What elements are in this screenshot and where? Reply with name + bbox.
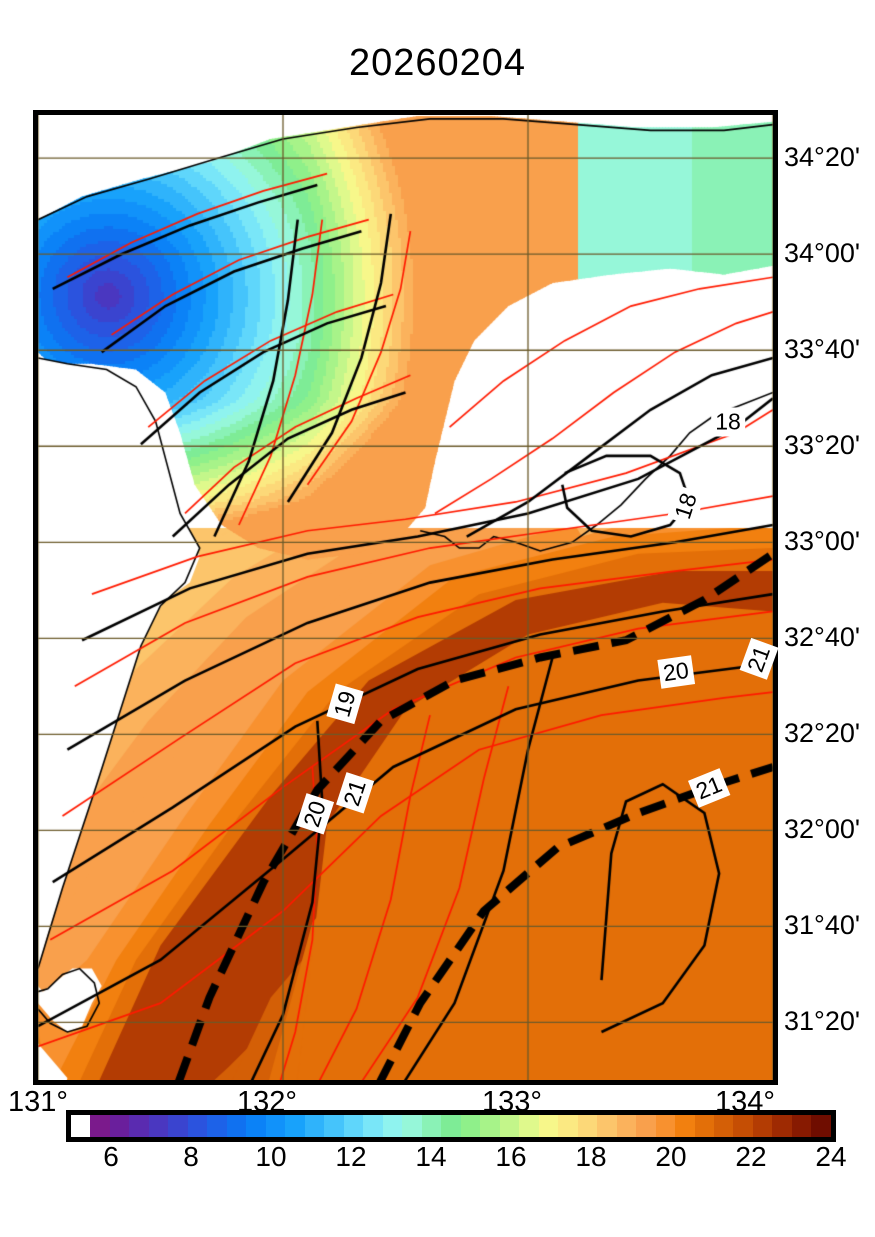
- colorbar-cell: [207, 1115, 227, 1137]
- sst-map-canvas[interactable]: [38, 115, 773, 1080]
- contour-value-label: 18: [711, 407, 745, 437]
- colorbar-tick-label: 16: [495, 1141, 527, 1172]
- colorbar-cell: [733, 1115, 753, 1137]
- colorbar-cell: [285, 1115, 305, 1137]
- colorbar-cell: [187, 1115, 208, 1137]
- colorbar-cell: [772, 1115, 792, 1137]
- colorbar-cell: [71, 1115, 91, 1137]
- colorbar-tick-label: 6: [103, 1141, 119, 1172]
- latitude-label: 32°00': [784, 814, 861, 845]
- longitude-label: 131°: [8, 1086, 68, 1118]
- colorbar-cell: [421, 1115, 442, 1137]
- colorbar-cell: [519, 1115, 539, 1137]
- colorbar-cell: [382, 1115, 403, 1137]
- colorbar-cell: [558, 1115, 578, 1137]
- colorbar-cell: [148, 1115, 169, 1137]
- latitude-label: 31°20': [784, 1006, 861, 1037]
- colorbar-cell: [480, 1115, 500, 1137]
- colorbar-cell: [109, 1115, 130, 1137]
- colorbar-cell: [129, 1115, 149, 1137]
- colorbar-cell: [460, 1115, 481, 1137]
- colorbar-tick-labels: 6 8 10 12 14 16 18 20 22 24: [66, 1141, 846, 1177]
- latitude-label: 33°40': [784, 334, 861, 365]
- colorbar-cell: [226, 1115, 247, 1137]
- colorbar-cell: [265, 1115, 286, 1137]
- colorbar-cell: [538, 1115, 559, 1137]
- colorbar-cell: [597, 1115, 617, 1137]
- colorbar-cell: [616, 1115, 637, 1137]
- colorbar-cell: [363, 1115, 383, 1137]
- colorbar-cell: [694, 1115, 714, 1137]
- sst-map-frame: [33, 110, 778, 1085]
- colorbar-cell: [675, 1115, 695, 1137]
- colorbar-tick-label: 8: [183, 1141, 199, 1172]
- colorbar-cell: [655, 1115, 676, 1137]
- colorbar-cell: [636, 1115, 656, 1137]
- latitude-label: 33°00': [784, 526, 861, 557]
- colorbar-cell: [343, 1115, 364, 1137]
- latitude-label: 31°40': [784, 910, 861, 941]
- colorbar-cell: [246, 1115, 266, 1137]
- colorbar-cell: [441, 1115, 461, 1137]
- colorbar-gradient-strip: [71, 1115, 831, 1137]
- latitude-label: 33°20': [784, 430, 861, 461]
- colorbar-cell: [324, 1115, 344, 1137]
- colorbar-cell: [168, 1115, 188, 1137]
- latitude-label: 34°20': [784, 142, 861, 173]
- page-title: 20260204: [348, 42, 527, 84]
- colorbar-cell: [577, 1115, 598, 1137]
- colorbar-tick-label: 14: [415, 1141, 447, 1172]
- colorbar-tick-label: 12: [335, 1141, 367, 1172]
- latitude-label: 34°00': [784, 238, 861, 269]
- colorbar-cell: [752, 1115, 773, 1137]
- colorbar-tick-label: 22: [735, 1141, 767, 1172]
- colorbar-cell: [402, 1115, 422, 1137]
- colorbar-tick-label: 18: [575, 1141, 607, 1172]
- colorbar-cell: [791, 1115, 812, 1137]
- temperature-colorbar[interactable]: [66, 1110, 836, 1142]
- colorbar-tick-label: 10: [255, 1141, 287, 1172]
- colorbar-tick-label: 24: [815, 1141, 847, 1172]
- latitude-label: 32°40': [784, 622, 861, 653]
- colorbar-tick-label: 20: [655, 1141, 687, 1172]
- colorbar-cell: [811, 1115, 831, 1137]
- contour-value-label: 20: [657, 655, 695, 689]
- colorbar-cell: [304, 1115, 325, 1137]
- colorbar-cell: [90, 1115, 110, 1137]
- colorbar-cell: [499, 1115, 520, 1137]
- latitude-label: 32°20': [784, 718, 861, 749]
- colorbar-cell: [713, 1115, 734, 1137]
